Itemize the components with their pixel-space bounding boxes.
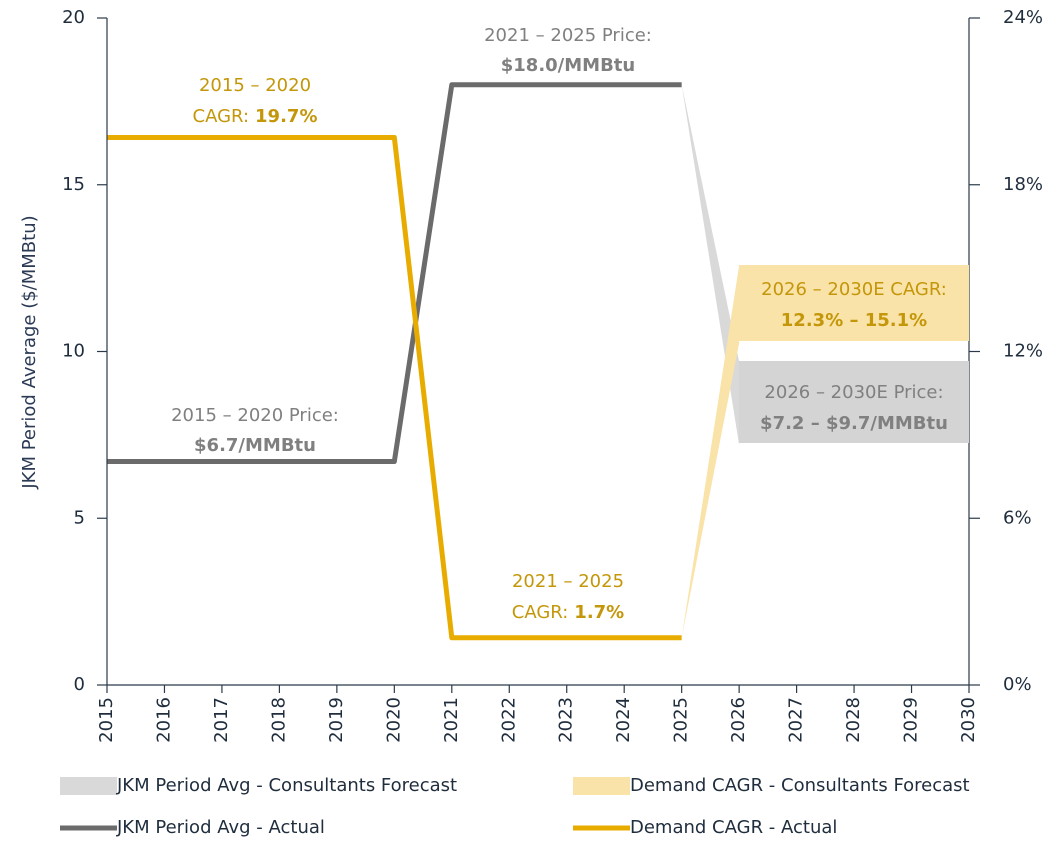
x-tick-label: 2028: [843, 697, 864, 743]
x-tick-label: 2015: [96, 697, 117, 743]
annotation-prefix: CAGR:: [193, 106, 250, 127]
legend-label: JKM Period Avg - Actual: [116, 817, 325, 838]
forecast-band: [681, 84, 740, 445]
annotation-bold: 12.3% – 15.1%: [781, 310, 927, 331]
annotation-box: [739, 265, 969, 341]
annotation-value: $18.0/MMBtu: [501, 55, 635, 76]
series-line: [107, 82, 682, 465]
x-tick-label: 2021: [441, 697, 462, 743]
forecast-band: [681, 265, 740, 638]
y2-tick-label: 12%: [1003, 341, 1043, 362]
legend-swatch: [60, 777, 117, 795]
x-tick-label: 2023: [556, 697, 577, 743]
x-tick-label: 2017: [211, 697, 232, 743]
y2-tick-label: 24%: [1003, 7, 1043, 28]
annotation-box: [739, 361, 969, 443]
x-tick-label: 2020: [383, 697, 404, 743]
annotation-value: $6.7/MMBtu: [194, 435, 316, 456]
annotation-value: CAGR: 19.7%: [193, 106, 318, 127]
y2-tick-label: 6%: [1003, 507, 1032, 528]
x-tick-label: 2026: [728, 697, 749, 743]
annotation-value: $7.2 – $9.7/MMBtu: [760, 413, 948, 434]
x-tick-label: 2018: [268, 697, 289, 743]
x-tick-label: 2019: [326, 697, 347, 743]
y2-tick-label: 18%: [1003, 174, 1043, 195]
annotation-bold: 1.7%: [574, 602, 624, 623]
annotation-value: CAGR: 1.7%: [512, 602, 624, 623]
legend-label: Demand CAGR - Consultants Forecast: [630, 775, 970, 796]
series-line: [107, 135, 682, 641]
y-tick-label: 20: [62, 7, 85, 28]
y-tick-label: 10: [62, 341, 85, 362]
x-tick-label: 2029: [901, 697, 922, 743]
y-axis-title: JKM Period Average ($/MMBtu): [19, 215, 40, 489]
legend-label: Demand CAGR - Actual: [630, 817, 837, 838]
x-tick-label: 2022: [498, 697, 519, 743]
annotation-bold: 19.7%: [255, 106, 317, 127]
legend-swatch: [573, 777, 630, 795]
y-tick-label: 15: [62, 174, 85, 195]
x-tick-label: 2024: [613, 697, 634, 743]
x-tick-label: 2030: [958, 697, 979, 743]
x-tick-label: 2027: [786, 697, 807, 743]
annotation-bold: $18.0/MMBtu: [501, 55, 635, 76]
x-tick-label: 2025: [671, 697, 692, 743]
annotation-prefix: CAGR:: [512, 602, 569, 623]
x-tick-label: 2016: [153, 697, 174, 743]
y2-tick-label: 0%: [1003, 674, 1032, 695]
annotation-bold: $6.7/MMBtu: [194, 435, 316, 456]
legend-label: JKM Period Avg - Consultants Forecast: [116, 775, 457, 796]
annotation-text: 2026 – 2030E CAGR:: [761, 279, 947, 300]
y-tick-label: 5: [74, 507, 85, 528]
y-tick-label: 0: [74, 674, 85, 695]
annotation-text: 2026 – 2030E Price:: [764, 382, 943, 403]
annotation-text: 2015 – 2020 Price:: [171, 405, 339, 426]
annotation-bold: $7.2 – $9.7/MMBtu: [760, 413, 948, 434]
annotation-value: 12.3% – 15.1%: [781, 310, 927, 331]
annotation-text: 2015 – 2020: [199, 75, 311, 96]
annotation-text: 2021 – 2025 Price:: [484, 25, 652, 46]
annotation-text: 2021 – 2025: [512, 571, 624, 592]
